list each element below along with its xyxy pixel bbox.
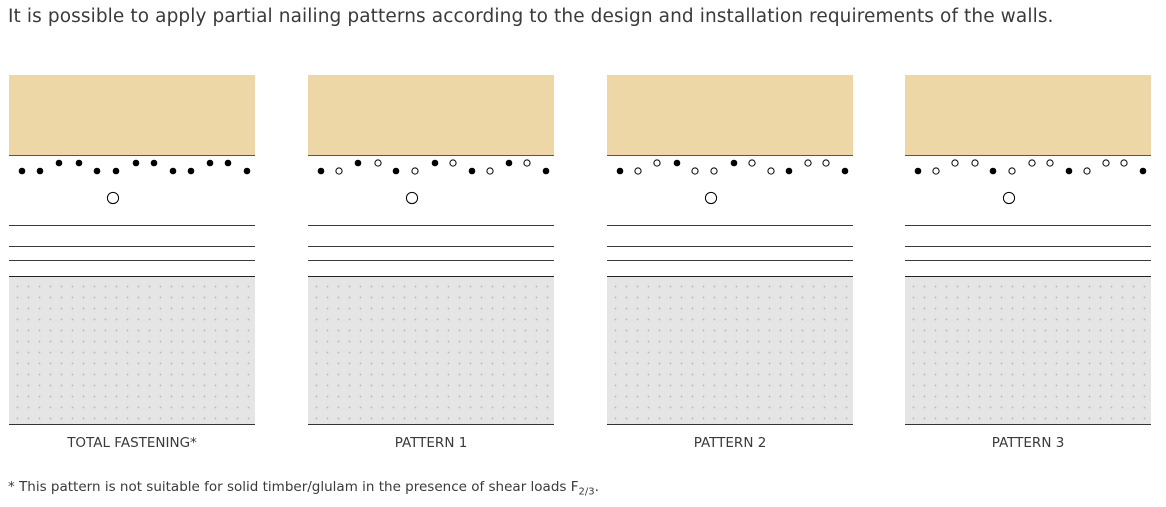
nail-filled [187, 167, 195, 175]
nail-filled [93, 167, 101, 175]
nail-empty [951, 159, 959, 167]
layer-line [905, 246, 1151, 247]
layer-line [9, 246, 255, 247]
timber-block [905, 75, 1151, 155]
timber-edge-line [905, 155, 1151, 156]
nail-filled [169, 167, 177, 175]
footnote-text: * This pattern is not suitable for solid… [8, 479, 579, 495]
timber-edge-line [308, 155, 554, 156]
nail-empty [822, 159, 830, 167]
nail-filled [841, 167, 849, 175]
panel-pattern-1 [308, 75, 554, 425]
footnote-end: . [594, 479, 599, 495]
nail-empty [335, 167, 343, 175]
nail-filled [392, 167, 400, 175]
nail-row [914, 159, 1147, 205]
nail-filled [542, 167, 550, 175]
panel-pattern-2 [607, 75, 853, 425]
nail-filled [354, 159, 362, 167]
nail-empty [374, 159, 382, 167]
panel-caption: PATTERN 1 [394, 435, 468, 451]
nail-empty [1046, 159, 1054, 167]
nail-empty [1028, 159, 1036, 167]
nail-empty [932, 167, 940, 175]
anchor-hole [1002, 191, 1016, 205]
nail-empty [971, 159, 979, 167]
nail-filled [989, 167, 997, 175]
layer-line [607, 246, 853, 247]
concrete-block [607, 276, 853, 425]
nail-empty [748, 159, 756, 167]
nail-empty [1008, 167, 1016, 175]
nail-empty [523, 159, 531, 167]
timber-edge-line [9, 155, 255, 156]
layer-line [905, 260, 1151, 261]
layer-line [905, 225, 1151, 226]
nail-empty [411, 167, 419, 175]
nail-empty [1102, 159, 1110, 167]
nail-filled [317, 167, 325, 175]
nail-filled [616, 167, 624, 175]
anchor-hole [704, 191, 718, 205]
nail-filled [673, 159, 681, 167]
layer-line [607, 260, 853, 261]
nail-empty [691, 167, 699, 175]
nail-filled [1065, 167, 1073, 175]
concrete-block [308, 276, 554, 425]
panel-pattern-3 [905, 75, 1151, 425]
footnote: * This pattern is not suitable for solid… [8, 479, 599, 498]
nail-filled [36, 167, 44, 175]
layer-line [308, 260, 554, 261]
layer-line [607, 225, 853, 226]
nail-filled [468, 167, 476, 175]
nail-filled [132, 159, 140, 167]
concrete-block [905, 276, 1151, 425]
layer-line [9, 225, 255, 226]
nail-filled [785, 167, 793, 175]
nail-row [317, 159, 550, 205]
nail-empty [1120, 159, 1128, 167]
nail-filled [505, 159, 513, 167]
panel-caption: PATTERN 3 [991, 435, 1065, 451]
nail-filled [914, 167, 922, 175]
nail-empty [653, 159, 661, 167]
panel-caption: TOTAL FASTENING* [67, 435, 197, 451]
nail-empty [449, 159, 457, 167]
nail-filled [18, 167, 26, 175]
nail-filled [730, 159, 738, 167]
timber-block [607, 75, 853, 155]
nail-filled [243, 167, 251, 175]
layer-line [9, 260, 255, 261]
timber-edge-line [607, 155, 853, 156]
nail-filled [112, 167, 120, 175]
nail-empty [1083, 167, 1091, 175]
timber-block [9, 75, 255, 155]
nail-empty [804, 159, 812, 167]
nail-row [616, 159, 849, 205]
panel-caption: PATTERN 2 [693, 435, 767, 451]
panel-total-fastening [9, 75, 255, 425]
timber-block [308, 75, 554, 155]
layer-line [308, 246, 554, 247]
nail-row [18, 159, 251, 205]
nail-empty [486, 167, 494, 175]
intro-text: It is possible to apply partial nailing … [8, 6, 1054, 27]
nail-filled [224, 159, 232, 167]
anchor-hole [405, 191, 419, 205]
nail-empty [710, 167, 718, 175]
nail-filled [75, 159, 83, 167]
concrete-block [9, 276, 255, 425]
footnote-subscript: 2/3 [578, 486, 595, 498]
nail-filled [431, 159, 439, 167]
nail-filled [206, 159, 214, 167]
nail-empty [634, 167, 642, 175]
nail-empty [767, 167, 775, 175]
anchor-hole [106, 191, 120, 205]
nail-filled [150, 159, 158, 167]
nail-filled [1139, 167, 1147, 175]
layer-line [308, 225, 554, 226]
nail-filled [55, 159, 63, 167]
